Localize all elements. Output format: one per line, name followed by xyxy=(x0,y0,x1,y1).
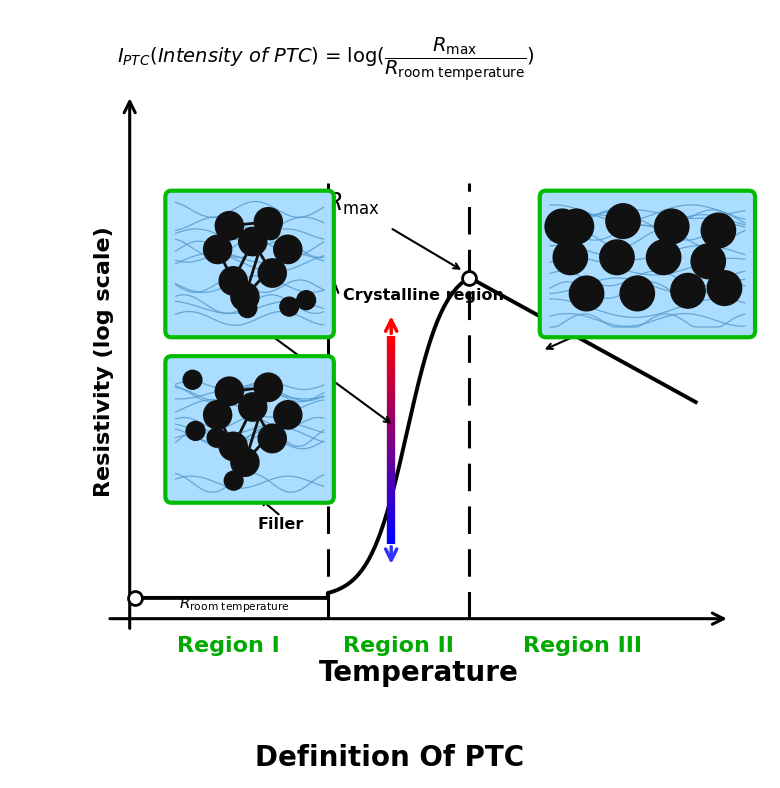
Circle shape xyxy=(280,297,299,316)
Circle shape xyxy=(707,271,742,306)
Circle shape xyxy=(569,276,604,310)
Text: Temperature: Temperature xyxy=(318,659,518,686)
FancyBboxPatch shape xyxy=(165,191,334,337)
Circle shape xyxy=(258,424,286,452)
Circle shape xyxy=(254,208,282,236)
Text: Filler: Filler xyxy=(257,516,304,532)
Circle shape xyxy=(204,236,232,263)
Text: $I_{PTC}$($\mathit{Intensity\ of\ PTC}$) = log($\dfrac{R_{\max}}{R_{\mathrm{room: $I_{PTC}$($\mathit{Intensity\ of\ PTC}$)… xyxy=(117,35,535,83)
Circle shape xyxy=(261,221,280,240)
Circle shape xyxy=(219,432,247,460)
Circle shape xyxy=(225,471,243,490)
Circle shape xyxy=(620,276,654,310)
Circle shape xyxy=(671,273,705,308)
FancyBboxPatch shape xyxy=(165,356,334,503)
Circle shape xyxy=(219,267,247,296)
Circle shape xyxy=(254,373,282,402)
Circle shape xyxy=(238,299,257,318)
Circle shape xyxy=(215,377,243,405)
Text: Crystalline region: Crystalline region xyxy=(343,288,504,303)
Text: $\mathit{R}_{\mathrm{max}}$: $\mathit{R}_{\mathrm{max}}$ xyxy=(326,191,380,217)
Text: Region I: Region I xyxy=(177,636,280,656)
Text: Region III: Region III xyxy=(523,636,642,656)
Circle shape xyxy=(215,212,243,240)
Circle shape xyxy=(553,240,587,275)
FancyBboxPatch shape xyxy=(540,191,755,337)
Circle shape xyxy=(600,240,634,275)
Circle shape xyxy=(654,209,689,243)
Circle shape xyxy=(207,428,226,447)
Text: Resistivity (log scale): Resistivity (log scale) xyxy=(94,226,114,496)
Circle shape xyxy=(258,259,286,288)
Circle shape xyxy=(274,236,302,263)
Circle shape xyxy=(183,370,202,389)
Circle shape xyxy=(606,204,640,239)
Circle shape xyxy=(239,228,267,256)
Text: $\mathit{R}_{\mathrm{room\ temperature}}$: $\mathit{R}_{\mathrm{room\ temperature}}… xyxy=(179,595,289,615)
Circle shape xyxy=(647,240,681,275)
Text: Definition Of PTC: Definition Of PTC xyxy=(255,744,525,772)
Circle shape xyxy=(231,448,259,476)
Circle shape xyxy=(239,392,267,421)
Circle shape xyxy=(274,400,302,429)
Circle shape xyxy=(559,209,594,243)
Circle shape xyxy=(204,400,232,429)
Circle shape xyxy=(701,214,736,248)
Text: Region II: Region II xyxy=(343,636,454,656)
Circle shape xyxy=(297,291,316,310)
Circle shape xyxy=(186,422,205,440)
Circle shape xyxy=(545,209,580,243)
Circle shape xyxy=(231,283,259,311)
Circle shape xyxy=(691,244,725,279)
